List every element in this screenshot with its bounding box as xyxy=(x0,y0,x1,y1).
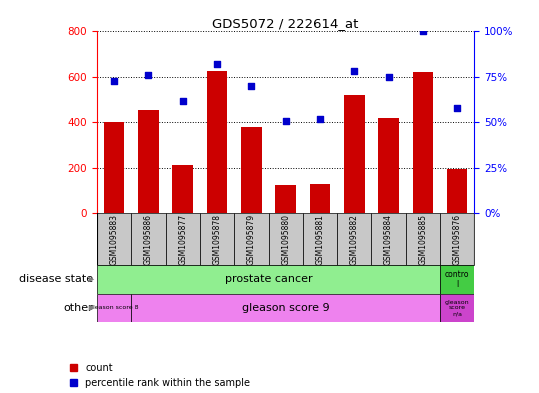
Text: GSM1095876: GSM1095876 xyxy=(453,214,462,265)
FancyBboxPatch shape xyxy=(303,213,337,265)
FancyBboxPatch shape xyxy=(234,213,268,265)
Text: GSM1095882: GSM1095882 xyxy=(350,214,359,264)
Point xyxy=(247,83,255,89)
Bar xyxy=(310,184,330,213)
Text: contro
l: contro l xyxy=(445,270,469,289)
Point xyxy=(178,97,187,104)
FancyBboxPatch shape xyxy=(132,213,165,265)
Text: gleason score 9: gleason score 9 xyxy=(242,303,329,313)
FancyBboxPatch shape xyxy=(440,213,474,265)
Bar xyxy=(378,118,399,213)
Point xyxy=(419,28,427,35)
Bar xyxy=(241,127,261,213)
Point xyxy=(453,105,461,111)
Bar xyxy=(412,72,433,213)
Text: GSM1095883: GSM1095883 xyxy=(109,214,119,264)
FancyBboxPatch shape xyxy=(406,213,440,265)
Text: gleason score 8: gleason score 8 xyxy=(89,305,139,310)
FancyBboxPatch shape xyxy=(440,265,474,294)
Text: GSM1095879: GSM1095879 xyxy=(247,214,256,265)
Point xyxy=(110,77,119,84)
Point xyxy=(144,72,153,78)
Text: GSM1095881: GSM1095881 xyxy=(315,214,324,264)
Point xyxy=(316,116,324,122)
Bar xyxy=(104,122,125,213)
Text: GSM1095885: GSM1095885 xyxy=(418,214,427,264)
Text: GSM1095880: GSM1095880 xyxy=(281,214,290,264)
Legend: count, percentile rank within the sample: count, percentile rank within the sample xyxy=(70,363,250,388)
FancyBboxPatch shape xyxy=(97,213,132,265)
FancyBboxPatch shape xyxy=(371,213,406,265)
Bar xyxy=(138,110,159,213)
Bar xyxy=(172,165,193,213)
Point xyxy=(281,118,290,124)
Text: GSM1095878: GSM1095878 xyxy=(212,214,222,264)
Bar xyxy=(275,185,296,213)
Text: GSM1095884: GSM1095884 xyxy=(384,214,393,264)
FancyBboxPatch shape xyxy=(268,213,303,265)
Text: prostate cancer: prostate cancer xyxy=(225,274,312,285)
Text: GSM1095877: GSM1095877 xyxy=(178,214,187,265)
FancyBboxPatch shape xyxy=(132,294,440,322)
Text: other: other xyxy=(64,303,94,313)
Bar xyxy=(344,95,364,213)
FancyBboxPatch shape xyxy=(337,213,371,265)
Bar xyxy=(207,71,227,213)
Point xyxy=(350,68,358,75)
FancyBboxPatch shape xyxy=(97,265,440,294)
Text: gleason
score
n/a: gleason score n/a xyxy=(445,300,469,316)
Title: GDS5072 / 222614_at: GDS5072 / 222614_at xyxy=(212,17,359,30)
Text: GSM1095886: GSM1095886 xyxy=(144,214,153,264)
FancyBboxPatch shape xyxy=(165,213,200,265)
Point xyxy=(213,61,222,67)
FancyBboxPatch shape xyxy=(200,213,234,265)
FancyBboxPatch shape xyxy=(440,294,474,322)
Bar xyxy=(447,169,467,213)
Text: disease state: disease state xyxy=(19,274,94,285)
FancyBboxPatch shape xyxy=(97,294,132,322)
Point xyxy=(384,74,393,80)
